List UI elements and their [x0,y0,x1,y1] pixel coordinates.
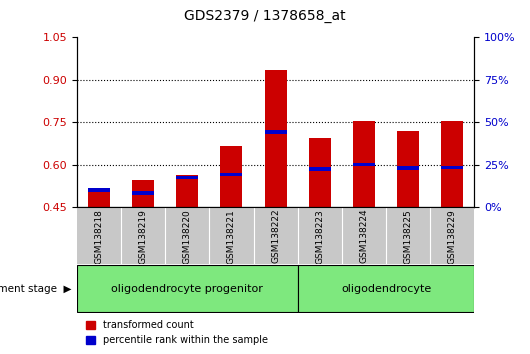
Bar [176,176,198,179]
Bar [220,146,243,207]
Text: GSM138225: GSM138225 [404,209,412,263]
Text: oligodendrocyte: oligodendrocyte [341,284,431,293]
Bar [353,121,375,207]
Bar [353,163,375,166]
Text: oligodendrocyte progenitor: oligodendrocyte progenitor [111,284,263,293]
Bar [77,265,298,312]
Text: development stage  ▶: development stage ▶ [0,284,72,293]
Bar [308,167,331,171]
Bar [397,166,419,170]
Text: GSM138223: GSM138223 [315,209,324,263]
Bar [264,130,287,134]
Bar [441,121,463,207]
Legend: transformed count, percentile rank within the sample: transformed count, percentile rank withi… [82,316,272,349]
Text: GSM138221: GSM138221 [227,209,236,263]
Text: GSM138229: GSM138229 [448,209,457,263]
Text: GSM138220: GSM138220 [183,209,192,263]
Text: GSM138218: GSM138218 [94,209,103,264]
Bar [132,191,154,195]
Bar [176,175,198,207]
Text: GSM138219: GSM138219 [139,209,147,264]
Bar [220,173,243,176]
Bar [88,188,110,192]
Text: GSM138224: GSM138224 [359,209,368,263]
Bar [88,192,110,207]
Bar [441,166,463,169]
Bar [132,180,154,207]
Bar [298,265,474,312]
Text: GSM138222: GSM138222 [271,209,280,263]
Bar [264,70,287,207]
Bar [308,138,331,207]
Text: GDS2379 / 1378658_at: GDS2379 / 1378658_at [184,9,346,23]
Bar [397,131,419,207]
